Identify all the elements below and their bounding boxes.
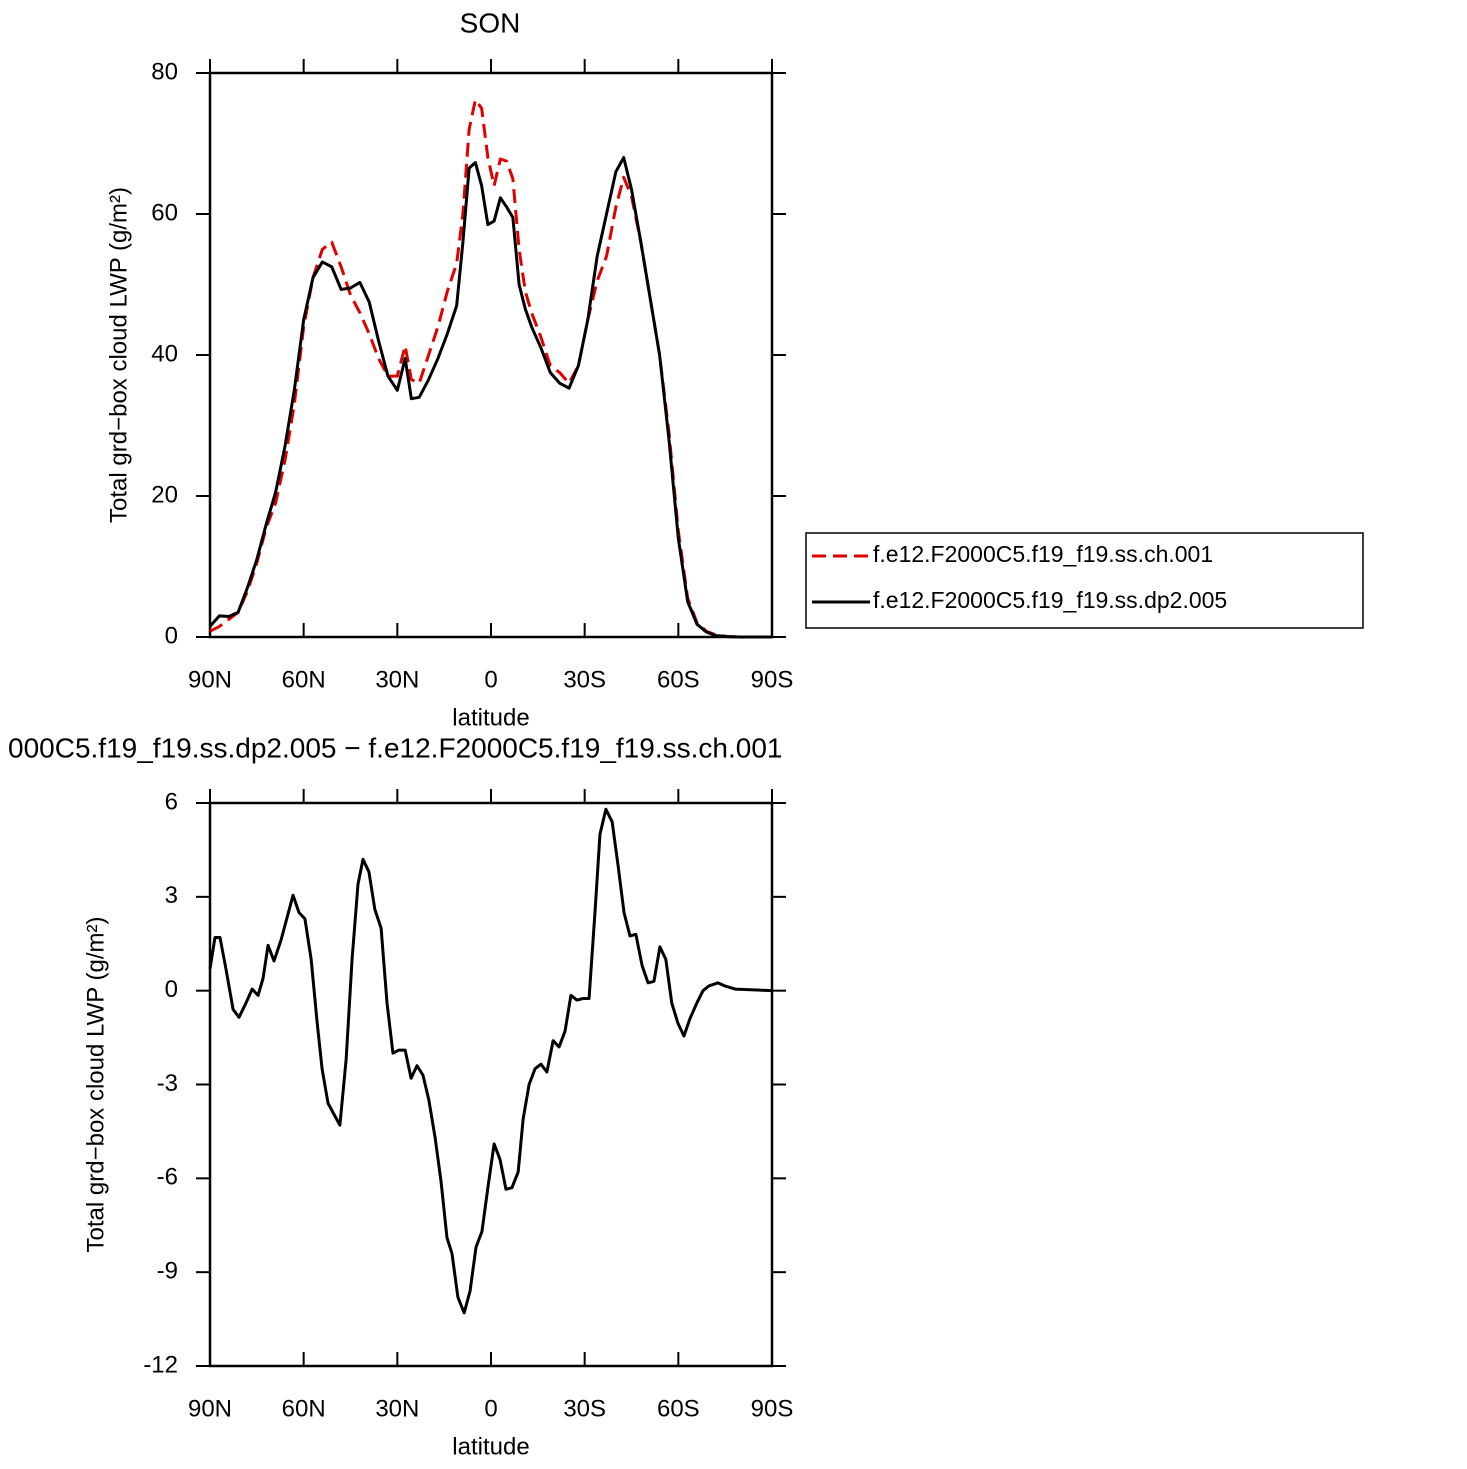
- y-tick-label: 3: [165, 882, 178, 909]
- x-tick-label: 0: [484, 666, 497, 693]
- x-axis-label: latitude: [452, 704, 529, 731]
- x-tick-label: 0: [484, 1395, 497, 1422]
- y-tick-label: 80: [151, 58, 178, 85]
- x-tick-label: 90N: [188, 666, 232, 693]
- y-axis-label: Total grd−box cloud LWP (g/m²): [105, 187, 132, 523]
- y-tick-label: 20: [151, 481, 178, 508]
- x-tick-label: 90S: [751, 666, 794, 693]
- y-tick-label: 0: [165, 976, 178, 1003]
- y-tick-label: 60: [151, 199, 178, 226]
- x-tick-label: 60N: [282, 666, 326, 693]
- data-line: [208, 807, 773, 1315]
- x-axis-label: latitude: [452, 1433, 529, 1460]
- y-tick-label: -9: [157, 1258, 178, 1285]
- x-tick-label: 30N: [375, 666, 419, 693]
- chart-title: SON: [460, 7, 521, 38]
- x-tick-label: 30S: [563, 666, 606, 693]
- data-line: [208, 156, 772, 639]
- y-tick-label: -3: [157, 1070, 178, 1097]
- y-tick-label: 6: [165, 788, 178, 815]
- x-tick-label: 60N: [282, 1395, 326, 1422]
- y-tick-label: 40: [151, 340, 178, 367]
- y-tick-label: -12: [143, 1351, 178, 1378]
- legend-box: [805, 532, 1364, 629]
- x-tick-label: 90N: [188, 1395, 232, 1422]
- chart-title: 000C5.f19_f19.ss.dp2.005 − f.e12.F2000C5…: [8, 732, 782, 763]
- legend-label: f.e12.F2000C5.f19_f19.ss.ch.001: [873, 541, 1213, 567]
- y-tick-label: 0: [165, 622, 178, 649]
- plot-frame: [208, 801, 774, 1368]
- x-tick-label: 60S: [657, 1395, 700, 1422]
- y-axis-label: Total grd−box cloud LWP (g/m²): [82, 917, 109, 1253]
- x-tick-label: 30S: [563, 1395, 606, 1422]
- x-tick-label: 90S: [751, 1395, 794, 1422]
- x-tick-label: 60S: [657, 666, 700, 693]
- plot-frame: [208, 71, 774, 639]
- legend-label: f.e12.F2000C5.f19_f19.ss.dp2.005: [873, 587, 1227, 613]
- data-line: [209, 98, 772, 639]
- y-tick-label: -6: [157, 1164, 178, 1191]
- x-tick-label: 30N: [375, 1395, 419, 1422]
